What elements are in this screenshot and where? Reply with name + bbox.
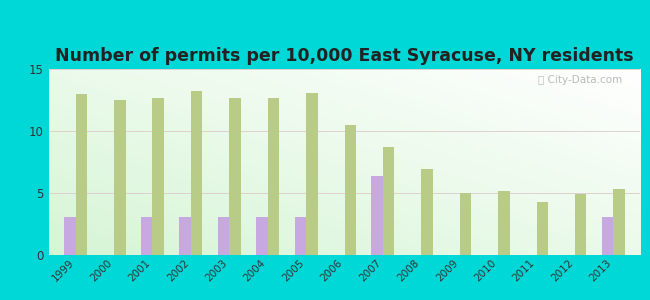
Bar	[229, 98, 240, 255]
Bar	[536, 202, 548, 255]
Bar	[75, 94, 87, 255]
Bar	[256, 217, 268, 255]
Bar	[294, 217, 306, 255]
Bar	[218, 217, 229, 255]
Bar	[268, 98, 280, 255]
Bar	[614, 189, 625, 255]
Bar	[64, 217, 75, 255]
Bar	[153, 98, 164, 255]
Bar	[141, 217, 153, 255]
Bar	[575, 194, 586, 255]
Bar	[306, 93, 318, 255]
Bar	[421, 169, 433, 255]
Bar	[602, 217, 614, 255]
Bar	[114, 100, 125, 255]
Bar	[344, 125, 356, 255]
Text: ⓘ City-Data.com: ⓘ City-Data.com	[538, 75, 623, 85]
Bar	[383, 147, 395, 255]
Bar	[191, 91, 202, 255]
Bar	[460, 193, 471, 255]
Bar	[498, 190, 510, 255]
Bar	[371, 176, 383, 255]
Title: Number of permits per 10,000 East Syracuse, NY residents: Number of permits per 10,000 East Syracu…	[55, 47, 634, 65]
Bar	[179, 217, 191, 255]
